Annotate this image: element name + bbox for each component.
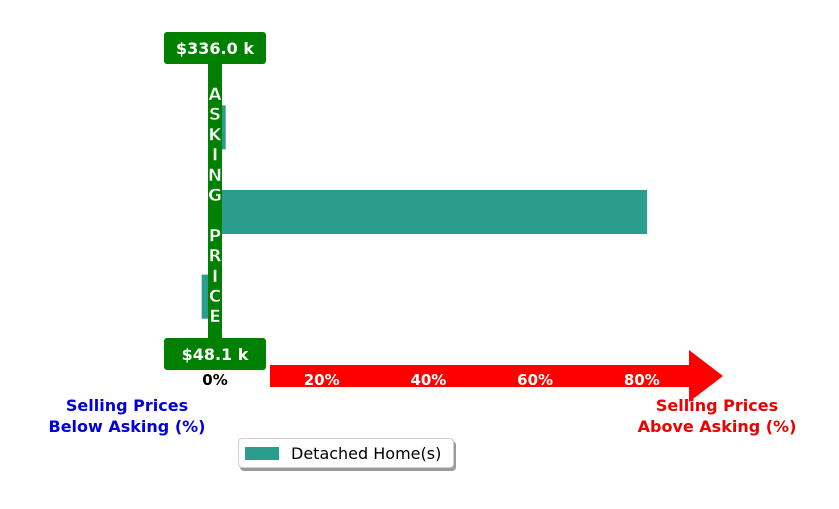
- asking-price-letter: N: [208, 166, 222, 186]
- below-asking-caption: Below Asking (%): [49, 417, 206, 436]
- above-asking-caption: Above Asking (%): [638, 417, 797, 436]
- asking-price-letter: S: [209, 105, 221, 125]
- above-asking-arrow: [270, 350, 723, 402]
- below-asking-caption: Selling Prices: [66, 396, 188, 415]
- x-tick-label: 40%: [410, 371, 446, 389]
- above-asking-caption: Selling Prices: [656, 396, 778, 415]
- asking-price-line: [208, 58, 222, 348]
- asking-price-letter: K: [208, 125, 222, 145]
- asking-price-letter: C: [209, 287, 221, 307]
- legend-label: Detached Home(s): [291, 443, 442, 463]
- top-price-label: $336.0 k: [176, 39, 254, 58]
- x-tick-label: 20%: [304, 371, 340, 389]
- asking-price-letter: P: [209, 226, 221, 246]
- bottom-price-label-box: [164, 338, 266, 370]
- asking-price-letter: G: [208, 186, 222, 206]
- legend: Detached Home(s): [238, 438, 454, 468]
- x-tick-label: 80%: [624, 371, 660, 389]
- bar: [215, 189, 648, 235]
- top-price-label-box: [164, 32, 266, 64]
- asking-price-letter: R: [208, 247, 221, 267]
- asking-price-letter: I: [212, 267, 218, 287]
- x-tick-label: 0%: [202, 371, 227, 389]
- asking-price-letter: I: [212, 146, 218, 166]
- asking-price-letter: E: [209, 307, 221, 327]
- asking-price-letter: A: [208, 85, 222, 105]
- legend-swatch: [245, 446, 279, 460]
- bottom-price-label: $48.1 k: [182, 345, 249, 364]
- x-tick-label: 60%: [517, 371, 553, 389]
